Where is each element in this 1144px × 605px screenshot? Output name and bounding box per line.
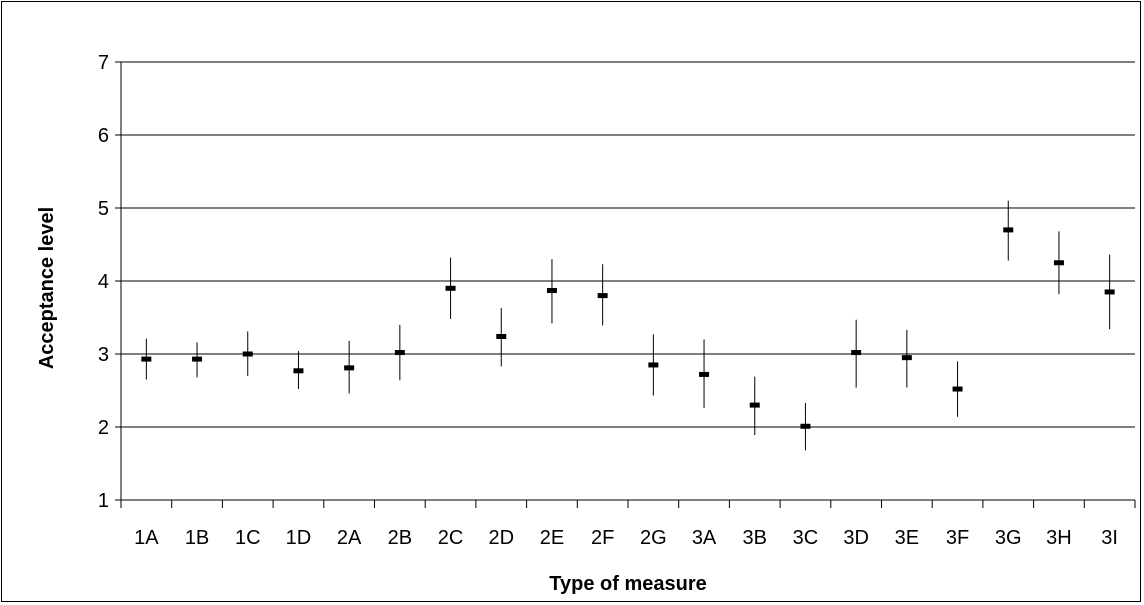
mean-marker-3H bbox=[1053, 260, 1064, 266]
mean-marker-2E bbox=[546, 287, 557, 293]
x-tick-label-3A: 3A bbox=[692, 527, 717, 549]
mean-marker-3B bbox=[749, 402, 760, 408]
x-tick-label-2G: 2G bbox=[640, 527, 667, 549]
y-axis-title: Acceptance level bbox=[36, 207, 58, 369]
mean-marker-3E bbox=[901, 355, 912, 361]
mean-marker-2B bbox=[394, 350, 405, 356]
mean-marker-2F bbox=[597, 293, 608, 299]
x-tick-label-3F: 3F bbox=[946, 527, 969, 549]
mean-marker-2A bbox=[344, 365, 355, 371]
y-tick-label-4: 4 bbox=[98, 271, 109, 293]
y-tick-label-6: 6 bbox=[98, 125, 109, 147]
x-tick-label-2B: 2B bbox=[388, 527, 412, 549]
mean-marker-3D bbox=[851, 350, 862, 356]
marker-layer bbox=[141, 227, 1115, 429]
mean-marker-2C bbox=[445, 285, 456, 291]
mean-marker-1C bbox=[242, 351, 253, 357]
mean-marker-1B bbox=[192, 356, 203, 362]
mean-marker-3G bbox=[1003, 227, 1014, 233]
mean-marker-1A bbox=[141, 356, 152, 362]
x-tick-label-3I: 3I bbox=[1101, 527, 1118, 549]
mean-marker-3I bbox=[1104, 289, 1115, 295]
x-tick-label-3E: 3E bbox=[895, 527, 919, 549]
x-tick-label-2F: 2F bbox=[591, 527, 614, 549]
x-tick-label-1C: 1C bbox=[235, 527, 261, 549]
x-tick-label-2E: 2E bbox=[540, 527, 564, 549]
x-tick-label-1B: 1B bbox=[185, 527, 209, 549]
x-tick-label-2A: 2A bbox=[337, 527, 362, 549]
y-tick-label-1: 1 bbox=[98, 490, 109, 512]
mean-marker-2G bbox=[648, 362, 659, 368]
grid-layer bbox=[121, 61, 1135, 428]
mean-marker-3A bbox=[699, 371, 710, 377]
mean-marker-3C bbox=[800, 423, 811, 429]
x-tick-label-1D: 1D bbox=[286, 527, 312, 549]
x-tick-label-3B: 3B bbox=[743, 527, 767, 549]
errorbar-layer bbox=[145, 200, 1111, 451]
x-tick-label-3C: 3C bbox=[793, 527, 819, 549]
x-tick-label-2C: 2C bbox=[438, 527, 464, 549]
axis-layer bbox=[115, 61, 1136, 508]
mean-marker-3F bbox=[952, 386, 963, 392]
x-tick-label-2D: 2D bbox=[488, 527, 514, 549]
x-axis-title: Type of measure bbox=[549, 573, 706, 595]
label-layer: 1 2 3 4 5 6 7 1A 1B 1C 1D 2A 2B 2C 2D 2E 2F 2G 3A 3B 3C 3D 3E 3… bbox=[98, 52, 1118, 549]
y-tick-label-7: 7 bbox=[98, 52, 109, 74]
x-tick-label-3D: 3D bbox=[843, 527, 869, 549]
x-tick-label-3G: 3G bbox=[995, 527, 1022, 549]
x-tick-label-1A: 1A bbox=[134, 527, 159, 549]
y-tick-label-2: 2 bbox=[98, 417, 109, 439]
y-tick-label-5: 5 bbox=[98, 198, 109, 220]
mean-marker-2D bbox=[496, 333, 507, 339]
mean-marker-1D bbox=[293, 368, 304, 374]
x-tick-label-3H: 3H bbox=[1046, 527, 1072, 549]
y-tick-label-3: 3 bbox=[98, 344, 109, 366]
